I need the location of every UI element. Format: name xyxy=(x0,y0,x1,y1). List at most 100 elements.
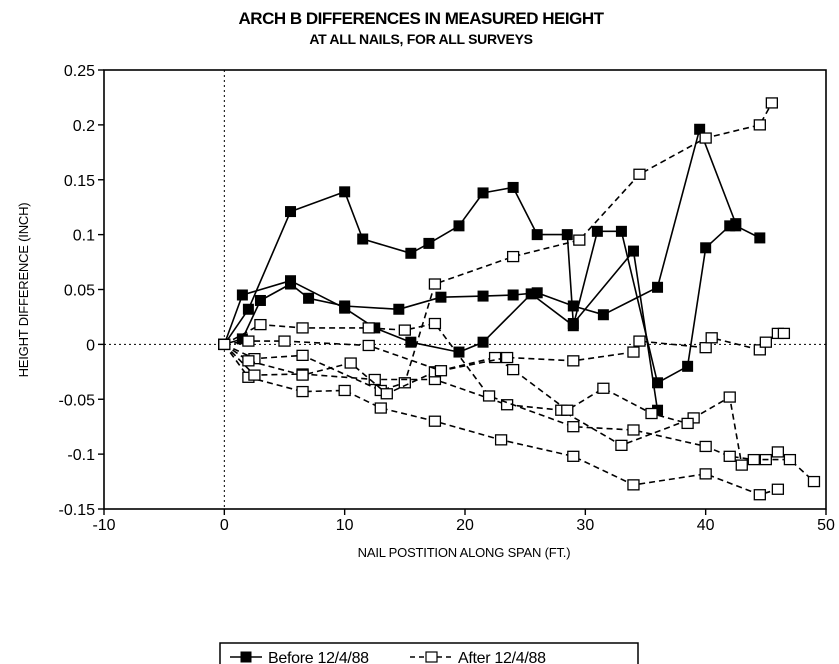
data-point xyxy=(531,287,543,299)
data-point xyxy=(652,377,664,389)
data-point xyxy=(627,245,639,257)
data-point xyxy=(303,292,315,304)
data-point xyxy=(494,434,508,446)
data-point xyxy=(339,186,351,198)
data-point xyxy=(765,97,778,109)
x-tick-label: 0 xyxy=(220,517,229,534)
y-tick-label: 0.15 xyxy=(64,173,95,190)
data-point xyxy=(488,351,502,364)
series-line xyxy=(223,343,688,425)
data-point xyxy=(218,338,231,351)
data-point xyxy=(374,402,387,414)
data-point xyxy=(561,404,574,416)
data-point xyxy=(477,187,489,199)
y-tick-label: 0.25 xyxy=(64,63,95,80)
data-point xyxy=(723,391,736,403)
data-point xyxy=(242,355,255,367)
data-point xyxy=(615,439,628,451)
data-point xyxy=(405,336,417,348)
data-point xyxy=(567,318,579,330)
data-point xyxy=(645,407,658,420)
data-point xyxy=(428,278,442,290)
data-point xyxy=(405,247,417,259)
axes: -10 0 10 20 30 40 50 0.25 0.2 0.15 0.1 0.05 0 -0.05 -0… xyxy=(59,63,835,534)
y-tick-label: 0.1 xyxy=(73,228,95,245)
data-point xyxy=(627,479,640,491)
series-line xyxy=(223,322,815,483)
data-point xyxy=(573,234,586,246)
x-axis-label: NAIL POSTITION ALONG SPAN (FT.) xyxy=(358,545,571,560)
x-tick-label: -10 xyxy=(92,517,115,534)
series-3 xyxy=(218,123,742,350)
data-point xyxy=(482,390,496,402)
series-line xyxy=(223,102,773,392)
data-point xyxy=(730,218,742,230)
data-point xyxy=(735,459,748,471)
data-point xyxy=(705,332,718,344)
data-point xyxy=(296,369,309,381)
data-point xyxy=(423,237,435,249)
x-tick-label: 50 xyxy=(817,517,835,534)
data-point xyxy=(652,281,664,293)
data-point xyxy=(435,291,447,303)
data-point xyxy=(567,450,580,462)
chart-title: ARCH B DIFFERENCES IN MEASURED HEIGHT xyxy=(239,9,605,28)
data-point xyxy=(453,220,465,232)
y-tick-label: 0.2 xyxy=(73,118,95,135)
data-point xyxy=(236,289,248,301)
data-point xyxy=(285,278,297,290)
data-point xyxy=(398,324,411,336)
data-point xyxy=(771,446,785,458)
data-point xyxy=(248,369,261,381)
chart-subtitle: AT ALL NAILS, FOR ALL SURVEYS xyxy=(309,31,532,47)
data-point xyxy=(759,336,772,348)
data-point xyxy=(507,289,519,301)
data-point xyxy=(567,355,580,367)
data-point xyxy=(753,119,766,131)
data-point xyxy=(783,453,797,466)
data-point xyxy=(747,453,760,466)
data-point xyxy=(681,417,694,430)
data-point xyxy=(296,385,309,398)
legend-after-marker xyxy=(425,651,438,663)
y-tick-label: -0.1 xyxy=(67,447,95,464)
data-point xyxy=(278,335,291,347)
data-point xyxy=(633,335,646,347)
data-point xyxy=(296,349,309,362)
series-group xyxy=(218,97,821,501)
x-tick-label: 10 xyxy=(336,517,354,534)
data-point xyxy=(254,294,266,306)
x-tick-label: 30 xyxy=(576,517,594,534)
data-point xyxy=(699,468,712,480)
series-9 xyxy=(218,327,791,377)
data-point xyxy=(699,342,712,354)
data-point xyxy=(242,303,254,315)
data-point xyxy=(771,483,785,495)
data-point xyxy=(477,336,489,348)
data-point xyxy=(338,384,351,397)
data-point xyxy=(254,318,267,331)
data-point xyxy=(339,300,351,312)
data-point xyxy=(567,300,579,312)
data-point xyxy=(507,181,519,193)
y-axis-label: HEIGHT DIFFERENCE (INCH) xyxy=(16,203,31,378)
data-point xyxy=(567,421,580,433)
y-tick-label: 0 xyxy=(86,337,95,354)
data-point xyxy=(285,206,297,218)
data-point xyxy=(807,475,821,488)
data-point xyxy=(561,229,573,241)
data-point xyxy=(597,382,610,394)
data-point xyxy=(453,346,465,358)
data-point xyxy=(362,322,375,334)
data-point xyxy=(506,363,520,376)
data-point xyxy=(380,388,393,400)
data-point xyxy=(754,232,766,244)
data-point xyxy=(723,450,736,462)
data-point xyxy=(477,290,489,302)
data-point xyxy=(699,132,712,144)
data-point xyxy=(615,225,627,237)
data-point xyxy=(428,415,442,427)
data-point xyxy=(242,335,255,347)
y-tick-label: -0.15 xyxy=(59,502,96,519)
